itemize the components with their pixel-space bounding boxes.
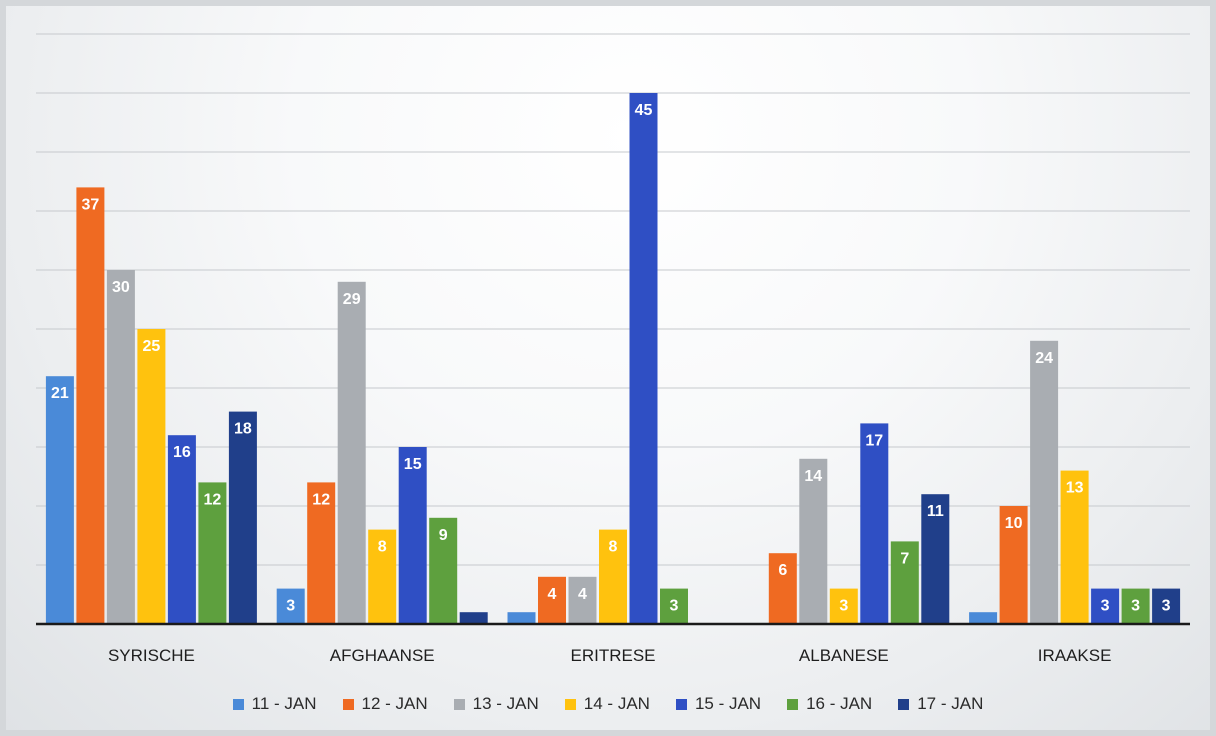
legend-swatch <box>675 698 687 710</box>
bar <box>198 482 227 624</box>
legend-item: 16 - JAN <box>787 694 872 714</box>
bar <box>167 435 196 624</box>
data-label: 45 <box>635 102 653 119</box>
data-label: 10 <box>1005 515 1023 532</box>
data-label: 12 <box>312 491 330 508</box>
category-label: AFGHAANSE <box>330 646 435 665</box>
bar <box>921 494 950 624</box>
bar <box>1121 588 1150 624</box>
bar <box>768 553 797 624</box>
bar <box>660 588 688 624</box>
legend-label: 17 - JAN <box>917 694 984 713</box>
data-label: 15 <box>404 456 422 473</box>
data-label: 14 <box>804 468 822 485</box>
bar <box>337 281 366 624</box>
legend-item: 15 - JAN <box>675 694 762 714</box>
data-label: 4 <box>578 586 587 603</box>
bar <box>538 576 566 624</box>
data-label: 3 <box>1131 598 1140 615</box>
legend-label: 14 - JAN <box>583 694 650 713</box>
legend-label: 16 - JAN <box>806 694 873 713</box>
bar <box>398 447 427 624</box>
data-label: 12 <box>204 491 222 508</box>
legend-item: 12 - JAN <box>342 694 428 714</box>
bar <box>568 576 597 624</box>
bar <box>1152 588 1181 624</box>
bar <box>829 588 858 624</box>
chart-legend: 11 - JAN 12 - JAN 13 - JAN 14 - JAN 15 - JAN… <box>0 689 1216 719</box>
bar <box>1091 588 1120 624</box>
data-label: 16 <box>173 444 191 461</box>
legend-item: 11 - JAN <box>232 694 317 714</box>
data-label: 11 <box>927 503 944 520</box>
legend-label: 12 - JAN <box>361 694 428 713</box>
data-label: 30 <box>112 279 130 296</box>
legend-swatch <box>342 698 354 710</box>
data-label: 8 <box>609 539 618 556</box>
category-label: ALBANESE <box>799 646 889 665</box>
legend-item: 17 - JAN <box>898 694 983 714</box>
bar <box>429 517 458 624</box>
bar <box>1060 470 1089 624</box>
legend-swatch <box>453 698 465 710</box>
data-label: 17 <box>865 432 883 449</box>
legend-swatch <box>898 698 910 710</box>
legend-label: 11 - JAN <box>251 694 317 713</box>
legend-label: 13 - JAN <box>472 694 539 713</box>
bar <box>599 529 627 624</box>
legend-item: 13 - JAN <box>453 694 539 714</box>
bar <box>307 482 336 624</box>
legend-swatch <box>787 698 799 710</box>
legend-swatch <box>564 698 576 710</box>
bar <box>137 329 166 624</box>
legend-item: 14 - JAN <box>564 694 650 714</box>
bar <box>76 187 105 624</box>
data-label: 7 <box>900 550 909 567</box>
bar <box>629 93 658 624</box>
bar <box>860 423 889 624</box>
bar <box>969 612 998 624</box>
legend-swatch <box>232 698 244 710</box>
bar <box>368 529 397 624</box>
category-label: IRAAKSE <box>1038 646 1112 665</box>
category-label: SYRISCHE <box>108 646 195 665</box>
data-label: 25 <box>143 338 161 355</box>
data-label: 37 <box>82 196 100 213</box>
data-label: 29 <box>343 291 361 308</box>
data-label: 6 <box>778 562 787 579</box>
data-label: 8 <box>378 539 387 556</box>
bar <box>106 270 135 624</box>
data-label: 18 <box>234 421 252 438</box>
data-label: 4 <box>548 586 557 603</box>
bar <box>45 376 74 624</box>
bar <box>276 588 305 624</box>
bar <box>799 458 828 624</box>
bar <box>1030 340 1059 624</box>
data-label: 3 <box>839 598 848 615</box>
bar <box>228 411 257 624</box>
data-label: 3 <box>1162 598 1171 615</box>
category-label: ERITRESE <box>570 646 655 665</box>
data-label: 3 <box>670 598 679 615</box>
data-label: 3 <box>286 598 295 615</box>
data-label: 13 <box>1066 480 1084 497</box>
legend-label: 15 - JAN <box>694 694 762 713</box>
data-label: 21 <box>51 385 69 402</box>
bar <box>890 541 919 624</box>
bar <box>459 612 488 624</box>
bar <box>999 506 1028 624</box>
data-label: 3 <box>1101 598 1110 615</box>
bar <box>507 612 536 624</box>
data-label: 9 <box>439 527 448 544</box>
data-label: 24 <box>1035 350 1053 367</box>
